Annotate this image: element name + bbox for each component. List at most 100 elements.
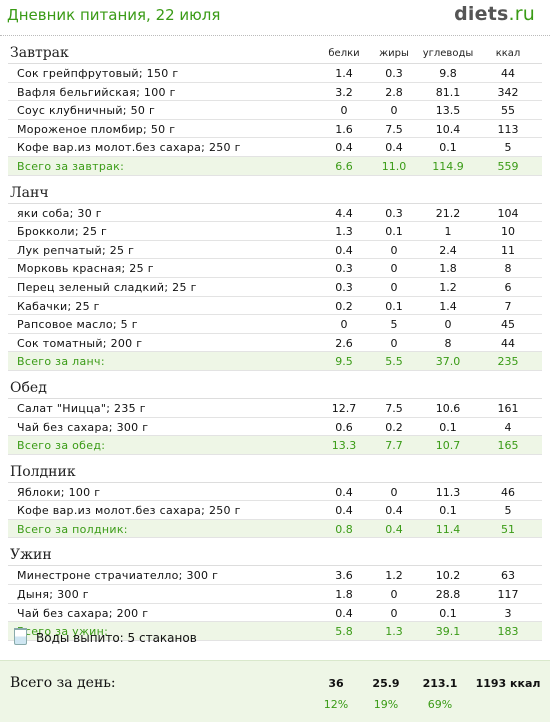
- food-protein: 0.4: [335, 141, 353, 155]
- food-name: Морковь красная; 25 г: [17, 262, 154, 276]
- total-kcal: 183: [497, 625, 519, 639]
- food-name: Мороженое пломбир; 50 г: [17, 122, 176, 136]
- total-protein: 9.5: [335, 355, 353, 369]
- meal-total-label: Всего за завтрак:: [17, 159, 125, 173]
- total-fat: 11.0: [381, 159, 407, 173]
- page-header: Дневник питания, 22 июля diets.ru: [0, 0, 550, 36]
- food-name: Чай без сахара; 200 г: [17, 606, 149, 620]
- meal-section: Обед Салат "Ницца"; 235 г 12.7 7.5 10.6 161 Ча…: [0, 380, 550, 464]
- food-fat: 0.4: [385, 504, 403, 518]
- food-fat: 0: [390, 485, 398, 499]
- food-protein: 4.4: [335, 206, 353, 220]
- food-row[interactable]: Минестроне страчиателло; 300 г 3.6 1.2 10.2…: [8, 566, 542, 586]
- food-kcal: 10: [501, 225, 515, 239]
- food-protein: 12.7: [331, 401, 357, 415]
- food-fat: 0.3: [385, 67, 403, 80]
- food-row[interactable]: Вафля бельгийская; 100 г 3.2 2.8 81.1 342: [8, 83, 542, 102]
- food-fat: 0: [390, 280, 398, 294]
- meal-items: Сок грейпфрутовый; 150 г 1.4 0.3 9.8 44 Вафля…: [8, 63, 542, 176]
- column-header-kcal: ккал: [495, 48, 521, 59]
- food-fat: 2.8: [385, 85, 403, 99]
- meal-total-label: Всего за ужин:: [17, 625, 109, 639]
- food-fat: 0: [390, 243, 398, 257]
- food-fat: 0.2: [385, 420, 403, 434]
- food-row[interactable]: Кофе вар.из молот.без сахара; 250 г 0.4 0.…: [8, 138, 542, 157]
- meal-title: Ланч: [10, 184, 49, 201]
- meal-items: Салат "Ницца"; 235 г 12.7 7.5 10.6 161 Чай бе…: [8, 397, 542, 455]
- food-protein: 0.4: [335, 485, 353, 499]
- food-protein: 1.4: [335, 67, 353, 80]
- food-name: Перец зеленый сладкий; 25 г: [17, 280, 197, 294]
- meal-total-label: Всего за полдник:: [17, 522, 128, 536]
- day-total: Всего за день: 36 25.9 213.1 1193 ккал 1…: [0, 660, 550, 722]
- food-name: Брокколи; 25 г: [17, 225, 108, 239]
- food-row[interactable]: Сок томатный; 200 г 2.6 0 8 44: [8, 334, 542, 353]
- food-fat: 0: [390, 336, 398, 350]
- food-row[interactable]: Перец зеленый сладкий; 25 г 0.3 0 1.2 6: [8, 278, 542, 297]
- column-header-protein: белки: [328, 48, 360, 59]
- total-carbs: 37.0: [435, 355, 461, 369]
- food-carbs: 13.5: [435, 104, 461, 118]
- meal-header: Завтрак белки жиры углеводы ккал: [0, 45, 550, 63]
- brand-name: diets: [454, 3, 509, 25]
- meal-header: Полдник: [0, 464, 550, 482]
- food-name: Дыня; 300 г: [17, 588, 89, 602]
- food-fat: 0: [390, 606, 398, 620]
- food-name: Яблоки; 100 г: [17, 485, 101, 499]
- food-fat: 0.3: [385, 206, 403, 220]
- food-row[interactable]: Кофе вар.из молот.без сахара; 250 г 0.4 0.…: [8, 501, 542, 520]
- food-kcal: 117: [497, 588, 519, 602]
- meal-total-row: Всего за ужин: 5.8 1.3 39.1 183: [8, 622, 542, 641]
- food-kcal: 104: [497, 206, 519, 220]
- food-kcal: 55: [501, 104, 515, 118]
- food-kcal: 342: [497, 85, 519, 99]
- food-row[interactable]: Лук репчатый; 25 г 0.4 0 2.4 11: [8, 241, 542, 260]
- food-row[interactable]: Яблоки; 100 г 0.4 0 11.3 46: [8, 483, 542, 502]
- food-row[interactable]: Чай без сахара; 300 г 0.6 0.2 0.1 4: [8, 418, 542, 437]
- food-row[interactable]: Соус клубничный; 50 г 0 0 13.5 55: [8, 101, 542, 120]
- total-carbs: 11.4: [435, 522, 461, 536]
- food-carbs: 8: [444, 336, 452, 350]
- site-logo[interactable]: diets.ru: [454, 3, 535, 25]
- header-divider: [0, 35, 550, 36]
- total-kcal: 235: [497, 355, 519, 369]
- total-kcal: 559: [497, 159, 519, 173]
- food-carbs: 10.2: [435, 569, 461, 583]
- food-fat: 7.5: [385, 401, 403, 415]
- food-kcal: 6: [504, 280, 512, 294]
- meal-items: Минестроне страчиателло; 300 г 3.6 1.2 10.2…: [8, 565, 542, 641]
- total-kcal: 165: [497, 439, 519, 453]
- food-name: Кофе вар.из молот.без сахара; 250 г: [17, 504, 241, 518]
- food-kcal: 63: [501, 569, 515, 583]
- food-row[interactable]: Мороженое пломбир; 50 г 1.6 7.5 10.4 113: [8, 120, 542, 139]
- food-row[interactable]: Дыня; 300 г 1.8 0 28.8 117: [8, 585, 542, 604]
- food-kcal: 11: [501, 243, 515, 257]
- total-carbs: 114.9: [432, 159, 464, 173]
- food-row[interactable]: яки соба; 30 г 4.4 0.3 21.2 104: [8, 204, 542, 223]
- food-carbs: 1: [444, 225, 452, 239]
- food-kcal: 5: [504, 141, 512, 155]
- food-row[interactable]: Рапсовое масло; 5 г 0 5 0 45: [8, 315, 542, 334]
- food-row[interactable]: Сок грейпфрутовый; 150 г 1.4 0.3 9.8 44: [8, 64, 542, 83]
- meal-title: Обед: [10, 379, 47, 396]
- total-protein: 13.3: [331, 439, 357, 453]
- food-row[interactable]: Чай без сахара; 200 г 0.4 0 0.1 3: [8, 604, 542, 623]
- food-row[interactable]: Салат "Ницца"; 235 г 12.7 7.5 10.6 161: [8, 399, 542, 418]
- food-carbs: 0.1: [439, 141, 457, 155]
- food-row[interactable]: Морковь красная; 25 г 0.3 0 1.8 8: [8, 259, 542, 278]
- food-fat: 0: [390, 588, 398, 602]
- meal-spacer: [0, 176, 550, 185]
- food-row[interactable]: Брокколи; 25 г 1.3 0.1 1 10: [8, 222, 542, 241]
- day-total-carbs: 213.1: [422, 677, 458, 690]
- total-protein: 0.8: [335, 522, 353, 536]
- food-row[interactable]: Кабачки; 25 г 0.2 0.1 1.4 7: [8, 297, 542, 316]
- food-protein: 0.4: [335, 606, 353, 620]
- food-carbs: 2.4: [439, 243, 457, 257]
- food-fat: 5: [390, 318, 398, 332]
- food-fat: 7.5: [385, 122, 403, 136]
- food-name: Кофе вар.из молот.без сахара; 250 г: [17, 141, 241, 155]
- total-kcal: 51: [501, 522, 515, 536]
- meal-section: Ужин Минестроне страчиателло; 300 г 3.6 1.2…: [0, 547, 550, 649]
- food-name: яки соба; 30 г: [17, 206, 102, 220]
- food-name: Салат "Ницца"; 235 г: [17, 401, 146, 415]
